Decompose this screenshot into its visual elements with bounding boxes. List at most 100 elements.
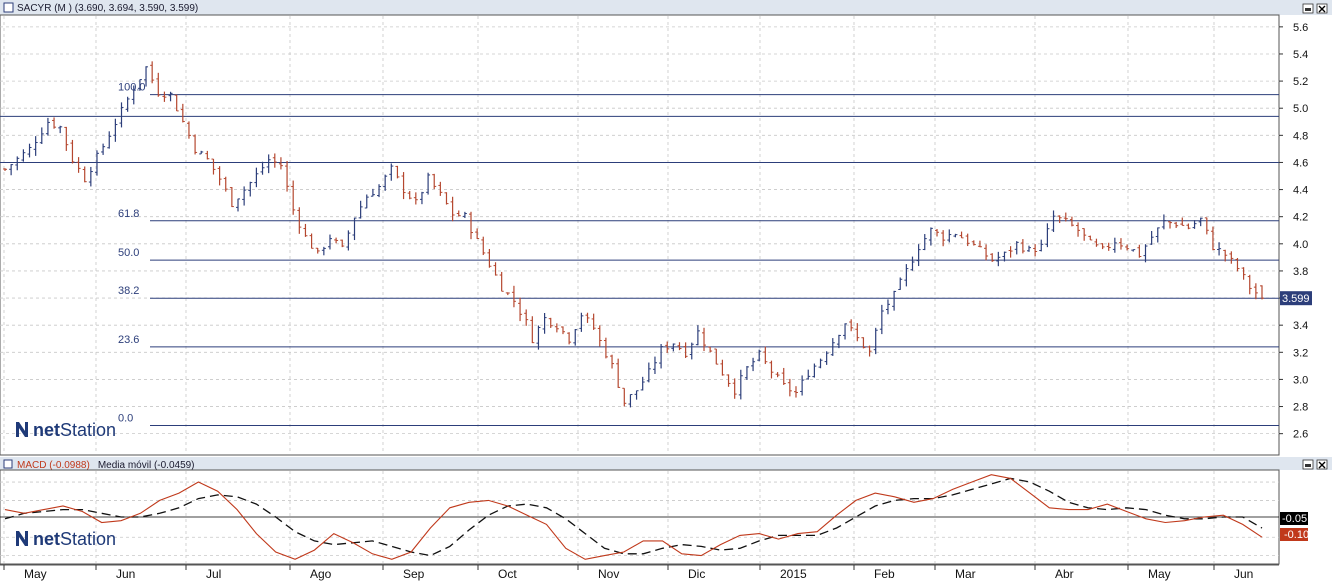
price-tick-label: 4.8 (1293, 130, 1308, 142)
ohlc-bar (1082, 228, 1087, 241)
ohlc-bar (806, 369, 811, 380)
macd-title-bar (0, 457, 1332, 470)
ohlc-bar (27, 143, 32, 158)
price-tick-label: 4.6 (1293, 157, 1308, 169)
ohlc-bar (1192, 220, 1197, 229)
ohlc-bar (407, 190, 412, 200)
ohlc-bar (683, 342, 688, 359)
ohlc-bar (1131, 249, 1136, 252)
signal-value-label: -0.05 (1282, 513, 1307, 525)
ohlc-bar (659, 343, 664, 369)
ohlc-bar (1008, 246, 1013, 258)
ohlc-bar (536, 325, 541, 350)
macd-value-tags: -0.05 -0.10 (1280, 512, 1309, 541)
ohlc-bar (695, 325, 700, 346)
ohlc-bar (223, 176, 228, 192)
ohlc-bar (426, 172, 431, 195)
ohlc-bar (977, 240, 982, 248)
price-tick-label: 3.4 (1293, 320, 1308, 332)
ohlc-bar (518, 297, 523, 322)
month-label: Jun (116, 567, 135, 581)
ohlc-bar (634, 390, 639, 400)
ohlc-bar (1229, 251, 1234, 264)
ohlc-bar (610, 354, 615, 369)
ohlc-bar (76, 157, 81, 173)
ohlc-bar (113, 118, 118, 142)
ohlc-bar (150, 61, 155, 84)
ohlc-bar (199, 150, 204, 155)
ohlc-bar (1198, 217, 1203, 227)
ohlc-bar (432, 173, 437, 190)
ohlc-bar (285, 161, 290, 192)
logo-station: Station (60, 420, 116, 440)
ohlc-bar (843, 323, 848, 340)
price-tick-label: 4.4 (1293, 185, 1308, 197)
svg-text:MACD (-0.0988)Media móvil (-0.: MACD (-0.0988) Media móvil (-0.0459) (17, 460, 195, 471)
ohlc-bar (1020, 239, 1025, 254)
ohlc-bar (1094, 238, 1099, 247)
month-label: Sep (403, 567, 425, 581)
ohlc-bar (548, 317, 553, 328)
ohlc-bar (162, 91, 167, 102)
window-menu-icon[interactable] (3, 2, 14, 13)
ohlc-bar (1253, 283, 1258, 300)
ohlc-bar (278, 157, 283, 170)
ohlc-bar (505, 292, 510, 296)
macd-value-label: -0.10 (1284, 529, 1309, 541)
month-label: Jul (206, 567, 221, 581)
ohlc-bar (530, 316, 535, 344)
ohlc-bar (462, 211, 467, 219)
price-plot-frame (0, 14, 1280, 456)
ohlc-bar (1137, 244, 1142, 258)
ohlc-bar (156, 72, 161, 97)
ohlc-bar (352, 217, 357, 241)
fibonacci-levels: 100.0 61.8 50.0 38.2 23.6 0.0 (118, 82, 1279, 427)
ohlc-bar (616, 358, 621, 388)
macd-window-menu-icon[interactable] (3, 459, 13, 469)
ohlc-bar (885, 299, 890, 315)
ohlc-bar (824, 351, 829, 365)
ohlc-bar (70, 139, 75, 164)
ohlc-bar (849, 319, 854, 332)
window-restore-icon[interactable] (1302, 3, 1314, 14)
fibonacci-label: 0.0 (118, 413, 133, 425)
ohlc-bar (720, 359, 725, 376)
window-close-icon[interactable] (1316, 3, 1328, 14)
macd-window-close-icon[interactable] (1316, 459, 1328, 470)
ohlc-bar (481, 236, 486, 256)
ohlc-bar (922, 234, 927, 251)
price-tick-label: 3.8 (1293, 266, 1308, 278)
ohlc-bar (1247, 274, 1252, 295)
price-tick-label: 5.6 (1293, 22, 1308, 34)
ohlc-bar (444, 192, 449, 205)
price-tick-label: 2.6 (1293, 429, 1308, 441)
price-bars (3, 61, 1264, 408)
svg-text:netStation: netStation (33, 420, 116, 440)
fibonacci-label: 38.2 (118, 285, 139, 297)
price-title: SACYR (M ) (3.690, 3.694, 3.590, 3.599) (17, 3, 198, 14)
ohlc-bar (830, 338, 835, 356)
ohlc-bar (94, 150, 99, 176)
ohlc-bar (131, 85, 136, 105)
price-tick-label: 5.4 (1293, 49, 1308, 61)
macd-series-line (4, 474, 1263, 560)
ohlc-bar (726, 374, 731, 387)
ohlc-bar (928, 227, 933, 246)
ohlc-bar (1039, 239, 1044, 252)
ohlc-bar (597, 325, 602, 347)
ohlc-bar (1076, 222, 1081, 237)
macd-window-restore-icon[interactable] (1302, 459, 1314, 470)
macd-netstation-logo-icon (16, 531, 28, 546)
ohlc-bar (892, 290, 897, 311)
ohlc-bar (867, 345, 872, 357)
ohlc-bar (1260, 285, 1264, 300)
ohlc-bar (1088, 235, 1093, 241)
ohlc-bar (45, 117, 50, 136)
ohlc-bar (1155, 227, 1160, 243)
ohlc-bar (763, 346, 768, 365)
ohlc-bar (567, 332, 572, 345)
month-label: Nov (598, 567, 619, 581)
price-tick-label: 4.2 (1293, 212, 1308, 224)
netstation-logo-icon (16, 422, 28, 437)
ohlc-bar (395, 165, 400, 179)
